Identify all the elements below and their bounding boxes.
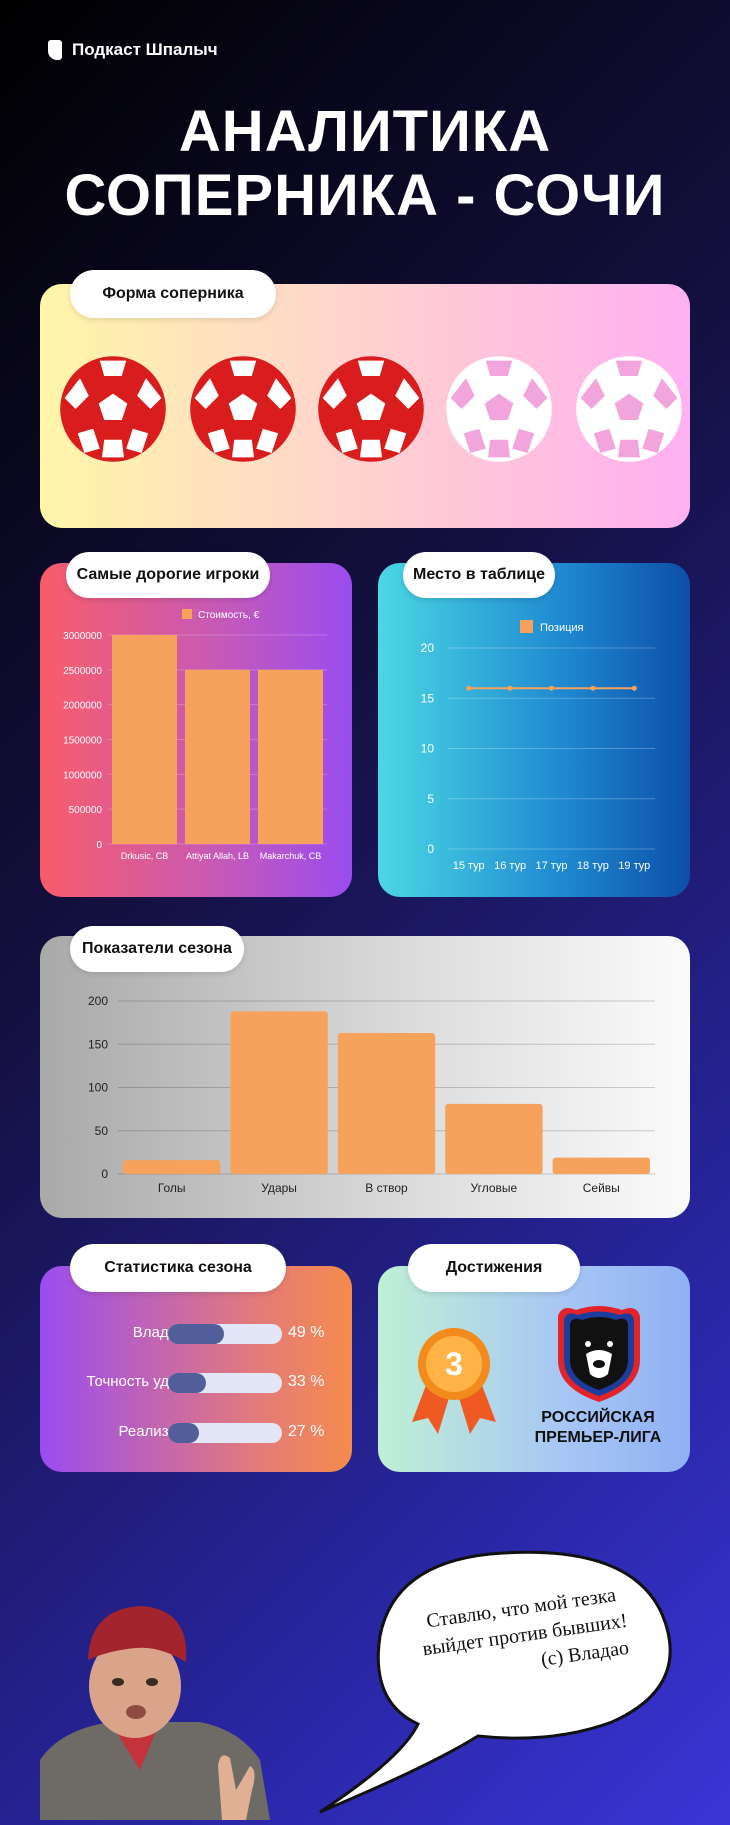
season-bar [337,1033,436,1174]
position-chart: 0 5 10 15 20 Позиция 15 тур 16 тур 17 тур 18 тур 1… [421,620,655,872]
achievements-label: Достижения [408,1244,580,1292]
brand: Подкаст Шпалыч [48,40,218,60]
position-y-tick: 5 [427,792,434,806]
rpl-text-line2: ПРЕМЬЕР-ЛИГА [534,1429,662,1446]
season-y-tick: 100 [88,1081,108,1095]
achievements-card: 3 РОССИЙСКАЯ ПРЕМЬЕР-ЛИГА [378,1266,690,1472]
stat-row-conversion: Реализация 27 % [40,1421,352,1443]
valuable-chart: 0 500000 1000000 1500000 2000000 2500000 30000… [63,609,327,861]
season-card: 0 50 100 150 200 Голы Удары В створ Угловые Сейвы [40,936,690,1218]
valuable-y-tick: 500000 [69,805,103,816]
rpl-text-line1: РОССИЙСКАЯ [541,1409,655,1426]
position-point [549,685,554,691]
valuable-y-tick: 1500000 [63,736,102,747]
season-bar [123,1160,221,1174]
season-bar [445,1103,543,1174]
position-y-tick: 15 [421,691,435,705]
position-point [507,685,513,691]
season-x-tick: Сейвы [583,1181,620,1195]
season-label: Показатели сезона [70,926,244,972]
position-x-tick: 15 тур [453,860,485,872]
stat-fill-conversion [168,1423,199,1443]
season-bar [230,1011,328,1174]
stat-value-conversion: 27 % [288,1423,325,1440]
stat-row-shot-accuracy: Точность ударов 33 % [40,1371,352,1393]
position-label: Место в таблице [403,552,555,598]
form-ball-4-win [446,356,552,462]
form-ball-5-win [576,356,682,462]
page-title-line1: АНАЛИТИКА [178,99,552,164]
valuable-x-tick: Drkusic, CB [121,851,169,861]
stat-track-possession [168,1324,282,1344]
stats-card: Владение 49 % Точность ударов 33 % Реали… [40,1266,352,1472]
position-y-tick: 10 [421,742,435,756]
brand-name: Подкаст Шпалыч [72,40,218,59]
form-card [40,284,690,528]
position-card: 0 5 10 15 20 Позиция 15 тур 16 тур 17 тур 18 тур 1… [378,563,690,897]
season-chart: 0 50 100 150 200 Голы Удары В створ Угловые Сейвы [88,994,655,1195]
season-x-tick: Голы [158,1181,186,1195]
stat-fill-shot-accuracy [168,1373,206,1393]
stat-value-possession: 49 % [288,1324,325,1341]
page-title: АНАЛИТИКА СОПЕРНИКА - СОЧИ [0,100,730,228]
season-x-tick: В створ [365,1181,408,1195]
season-y-tick: 0 [101,1167,108,1181]
valuable-y-tick: 1000000 [63,770,102,781]
valuable-label: Самые дорогие игроки [66,552,270,598]
position-x-tick: 18 тур [577,860,609,872]
form-ball-2-loss [190,356,296,462]
position-x-tick: 16 тур [494,860,526,872]
valuable-y-tick: 3000000 [63,631,102,642]
form-label: Форма соперника [70,270,276,318]
position-point [590,685,596,691]
position-point [466,685,472,691]
rpl-bear-logo-icon [558,1306,640,1402]
valuable-legend-label: Стоимость, € [198,610,260,621]
valuable-x-tick: Makarchuk, CB [260,851,322,861]
position-y-tick: 0 [427,842,434,856]
person-illustration [40,1606,270,1820]
stat-row-possession: Владение 49 % [40,1322,352,1344]
stat-track-shot-accuracy [168,1373,282,1393]
valuable-x-tick: Attiyat Allah, LB [186,851,249,861]
valuable-legend-swatch [182,609,192,619]
form-ball-3-loss [318,356,424,462]
valuable-bar [185,669,250,844]
stats-label: Статистика сезона [70,1244,286,1292]
speech-bubble [319,1550,672,1814]
position-x-tick: 19 тур [618,860,650,872]
season-y-tick: 150 [88,1037,108,1051]
valuable-y-tick: 0 [96,840,102,851]
position-x-tick: 17 тур [536,860,568,872]
page-title-line2: СОПЕРНИКА - СОЧИ [64,163,666,228]
valuable-y-tick: 2500000 [63,666,102,677]
medal-icon: 3 [412,1328,496,1434]
season-y-tick: 200 [88,994,108,1008]
season-x-tick: Угловые [471,1181,518,1195]
stat-track-conversion [168,1423,282,1443]
position-legend-swatch [520,620,533,633]
position-point [631,685,637,691]
season-x-tick: Удары [261,1181,297,1195]
position-y-tick: 20 [421,641,435,655]
medal-number: 3 [445,1346,463,1382]
valuable-y-tick: 2000000 [63,701,102,712]
valuable-bar [112,635,177,844]
position-legend-label: Позиция [540,622,584,634]
brand-logo-icon [48,40,62,60]
stat-value-shot-accuracy: 33 % [288,1373,325,1390]
form-ball-1-loss [60,356,166,462]
valuable-bar [258,669,323,844]
valuable-card: 0 500000 1000000 1500000 2000000 2500000 30000… [40,563,352,897]
season-y-tick: 50 [95,1124,109,1138]
stat-fill-possession [168,1324,224,1344]
season-bar [552,1157,650,1174]
